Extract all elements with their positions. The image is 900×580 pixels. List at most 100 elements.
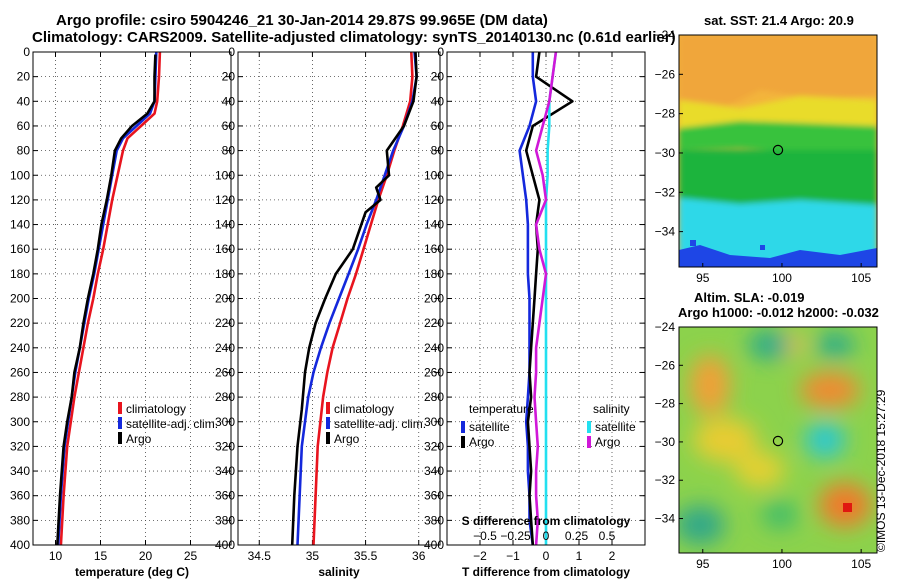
temp-ylabel-17: 340 xyxy=(10,464,30,478)
sal-ylabel-0: 0 xyxy=(228,45,235,59)
temp-xticklabel-3: 25 xyxy=(184,549,198,563)
sal-xticklabel-3: 36 xyxy=(412,549,426,563)
diff-xticklabel-2: 0 xyxy=(543,549,550,563)
diff-series-s-argo xyxy=(533,51,558,546)
temp-xticklabel-0: 10 xyxy=(49,549,63,563)
sal-ylabel-17: 340 xyxy=(215,464,235,478)
temp-ylabel-3: 60 xyxy=(17,119,31,133)
sal-legend-swatch-0 xyxy=(326,402,330,414)
temp-xticklabel-2: 20 xyxy=(139,549,153,563)
sla-xticklabel-1: 100 xyxy=(772,557,792,571)
diff-ylabel-9: 180 xyxy=(424,267,444,281)
diff-xticklabel-3: 1 xyxy=(576,549,583,563)
temp-ylabel-20: 400 xyxy=(10,538,30,552)
diff-ylabel-18: 360 xyxy=(424,489,444,503)
diff-frame xyxy=(446,51,646,546)
temp-ylabel-11: 220 xyxy=(10,316,30,330)
diff-ylabel-8: 160 xyxy=(424,242,444,256)
sst-yticklabel-5: −34 xyxy=(655,225,676,239)
diff-xticklabel-4: 2 xyxy=(609,549,616,563)
sal-ylabel-4: 80 xyxy=(222,144,236,158)
diff-ylabel-2: 40 xyxy=(431,94,445,108)
diff-ylabel-15: 300 xyxy=(424,415,444,429)
sla-xticklabel-0: 95 xyxy=(696,557,710,571)
sal-legend-swatch-2 xyxy=(326,432,330,444)
temp-xlabel: temperature (deg C) xyxy=(75,565,189,579)
sla-xticklabel-2: 105 xyxy=(851,557,871,571)
diff-ylabel-5: 100 xyxy=(424,168,444,182)
sal-xlabel: salinity xyxy=(318,565,360,579)
sal-ylabel-16: 320 xyxy=(215,439,235,453)
temp-frame xyxy=(32,51,232,546)
sal-ylabel-15: 300 xyxy=(215,415,235,429)
diff-xticklabel-0: −2 xyxy=(473,549,487,563)
temp-ylabel-5: 100 xyxy=(10,168,30,182)
sla-map xyxy=(679,327,877,553)
diff-series-t-argo xyxy=(524,51,574,546)
sal-legend-label-2: Argo xyxy=(334,432,360,446)
diff-legend-t-swatch-1 xyxy=(461,436,465,448)
diff-xticklabel2-0: −0.5 xyxy=(473,529,497,543)
temp-ylabel-16: 320 xyxy=(10,439,30,453)
diff-ylabel-17: 340 xyxy=(424,464,444,478)
diff-legend-s-swatch-0 xyxy=(587,421,591,433)
sla-map-frame xyxy=(678,326,878,554)
diff-legend-temperature-header: temperature xyxy=(469,402,534,416)
diff-legend-t-label-0: satellite xyxy=(469,420,510,434)
temp-ylabel-8: 160 xyxy=(10,242,30,256)
temp-legend-label-0: climatology xyxy=(126,402,186,416)
temp-ylabel-1: 20 xyxy=(17,70,31,84)
sla-title-1: Altim. SLA: -0.019 xyxy=(694,290,805,305)
sst-yticklabel-0: −24 xyxy=(655,28,676,42)
sst-yticklabel-4: −32 xyxy=(655,185,676,199)
diff-legend-s-label-1: Argo xyxy=(595,435,621,449)
sal-ylabel-9: 180 xyxy=(215,267,235,281)
sst-xticklabel-1: 100 xyxy=(772,271,792,285)
temp-legend-swatch-0 xyxy=(118,402,122,414)
diff-series-s-satellite xyxy=(544,51,558,545)
sal-series-climatology xyxy=(312,51,414,546)
sal-legend-label-0: climatology xyxy=(334,402,394,416)
sal-series-argo xyxy=(290,51,418,546)
sst-xticklabel-0: 95 xyxy=(696,271,710,285)
sal-ylabel-14: 280 xyxy=(215,390,235,404)
diff-legend-t-label-1: Argo xyxy=(469,435,495,449)
diff-ylabel-12: 240 xyxy=(424,341,444,355)
sal-ylabel-8: 160 xyxy=(215,242,235,256)
title-line2: Climatology: CARS2009. Satellite-adjuste… xyxy=(32,29,676,46)
diff-ylabel-14: 280 xyxy=(424,390,444,404)
diff-ylabel-16: 320 xyxy=(424,439,444,453)
temp-legend-label-2: Argo xyxy=(126,432,152,446)
sal-xticklabel-0: 34.5 xyxy=(248,549,272,563)
sal-ylabel-1: 20 xyxy=(222,70,236,84)
diff-ylabel-10: 200 xyxy=(424,292,444,306)
diff-series-t-satellite xyxy=(518,52,538,546)
temp-ylabel-15: 300 xyxy=(10,415,30,429)
temp-ylabel-4: 80 xyxy=(17,144,31,158)
temp-series-climatology xyxy=(59,51,162,546)
diff-ylabel-1: 20 xyxy=(431,70,445,84)
temp-ylabel-14: 280 xyxy=(10,390,30,404)
sal-ylabel-3: 60 xyxy=(222,119,236,133)
temp-series-argo xyxy=(56,54,157,546)
title-line1: Argo profile: csiro 5904246_21 30-Jan-20… xyxy=(56,12,548,29)
temp-ylabel-12: 240 xyxy=(10,341,30,355)
diff-ylabel-0: 0 xyxy=(437,45,444,59)
temp-ylabel-18: 360 xyxy=(10,489,30,503)
sal-ylabel-20: 400 xyxy=(215,538,235,552)
diff-xticklabel2-1: −0.25 xyxy=(500,529,531,543)
sal-ylabel-2: 40 xyxy=(222,94,236,108)
diff-legend-salinity-header: salinity xyxy=(593,402,630,416)
temp-legend-swatch-2 xyxy=(118,432,122,444)
diff-xticklabel-1: −1 xyxy=(506,549,520,563)
temp-legend-label-1: satellite-adj. clim. xyxy=(126,417,218,431)
sal-ylabel-12: 240 xyxy=(215,341,235,355)
temp-xticklabel-1: 15 xyxy=(94,549,108,563)
sal-ylabel-6: 120 xyxy=(215,193,235,207)
diff-xticklabel2-3: 0.25 xyxy=(565,529,589,543)
temp-ylabel-10: 200 xyxy=(10,292,30,306)
sla-yticklabel-0: −24 xyxy=(655,320,676,334)
sla-yticklabel-1: −26 xyxy=(655,358,676,372)
sst-map xyxy=(679,35,877,267)
